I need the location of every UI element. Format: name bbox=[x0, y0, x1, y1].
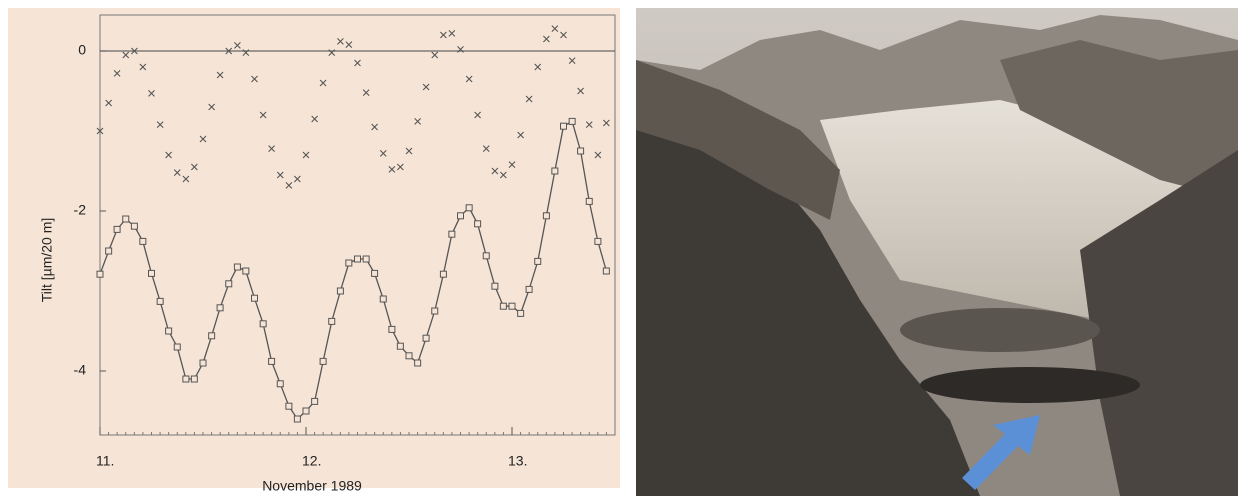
square-point bbox=[415, 360, 421, 366]
square-point bbox=[406, 353, 412, 359]
square-point bbox=[209, 333, 215, 339]
square-point bbox=[234, 264, 240, 270]
square-point bbox=[140, 238, 146, 244]
square-point bbox=[423, 335, 429, 341]
square-point bbox=[329, 318, 335, 324]
square-point bbox=[432, 308, 438, 314]
square-point bbox=[518, 310, 524, 316]
square-point bbox=[269, 358, 275, 364]
square-point bbox=[346, 260, 352, 266]
square-point bbox=[355, 256, 361, 262]
square-point bbox=[166, 328, 172, 334]
square-point bbox=[397, 343, 403, 349]
y-tick-label: 0 bbox=[78, 42, 86, 58]
square-point bbox=[492, 283, 498, 289]
square-point bbox=[217, 305, 223, 311]
square-point bbox=[586, 198, 592, 204]
square-point bbox=[337, 288, 343, 294]
square-point bbox=[552, 168, 558, 174]
square-point bbox=[372, 270, 378, 276]
square-point bbox=[294, 416, 300, 422]
y-axis-label: Tilt [µm/20 m] bbox=[39, 218, 55, 303]
y-tick-label: -4 bbox=[74, 362, 87, 378]
square-point bbox=[440, 271, 446, 277]
x-axis-label: November 1989 bbox=[262, 478, 362, 494]
square-point bbox=[243, 268, 249, 274]
square-point bbox=[380, 296, 386, 302]
square-point bbox=[595, 238, 601, 244]
square-point bbox=[561, 123, 567, 129]
square-point bbox=[114, 226, 120, 232]
square-point bbox=[303, 408, 309, 414]
square-point bbox=[449, 231, 455, 237]
x-tick-label: 11. bbox=[96, 453, 114, 469]
square-point bbox=[200, 360, 206, 366]
square-point bbox=[578, 148, 584, 154]
square-point bbox=[569, 118, 575, 124]
square-point bbox=[458, 213, 464, 219]
square-point bbox=[543, 213, 549, 219]
x-tick-label: 12. bbox=[302, 453, 321, 469]
square-point bbox=[252, 295, 258, 301]
square-point bbox=[149, 270, 155, 276]
square-point bbox=[320, 358, 326, 364]
square-point bbox=[312, 398, 318, 404]
square-point bbox=[475, 221, 481, 227]
square-point bbox=[277, 381, 283, 387]
square-point bbox=[286, 403, 292, 409]
square-point bbox=[509, 303, 515, 309]
y-tick-label: -2 bbox=[74, 202, 87, 218]
square-point bbox=[483, 253, 489, 259]
square-point bbox=[603, 268, 609, 274]
square-point bbox=[500, 303, 506, 309]
square-point bbox=[535, 258, 541, 264]
square-point bbox=[466, 205, 472, 211]
x-tick-label: 13. bbox=[508, 453, 527, 469]
square-point bbox=[389, 326, 395, 332]
square-point bbox=[106, 248, 112, 254]
square-point bbox=[97, 271, 103, 277]
square-point bbox=[363, 256, 369, 262]
square-point bbox=[123, 216, 129, 222]
square-point bbox=[183, 376, 189, 382]
square-point bbox=[174, 344, 180, 350]
square-point bbox=[526, 286, 532, 292]
square-point bbox=[131, 223, 137, 229]
square-point bbox=[191, 376, 197, 382]
square-point bbox=[157, 298, 163, 304]
square-point bbox=[226, 281, 232, 287]
photo bbox=[636, 8, 1238, 496]
square-point bbox=[260, 321, 266, 327]
page: Tilt [µm/20 m] November 1989 0 -2 -4 11. 12.… bbox=[0, 0, 1238, 496]
